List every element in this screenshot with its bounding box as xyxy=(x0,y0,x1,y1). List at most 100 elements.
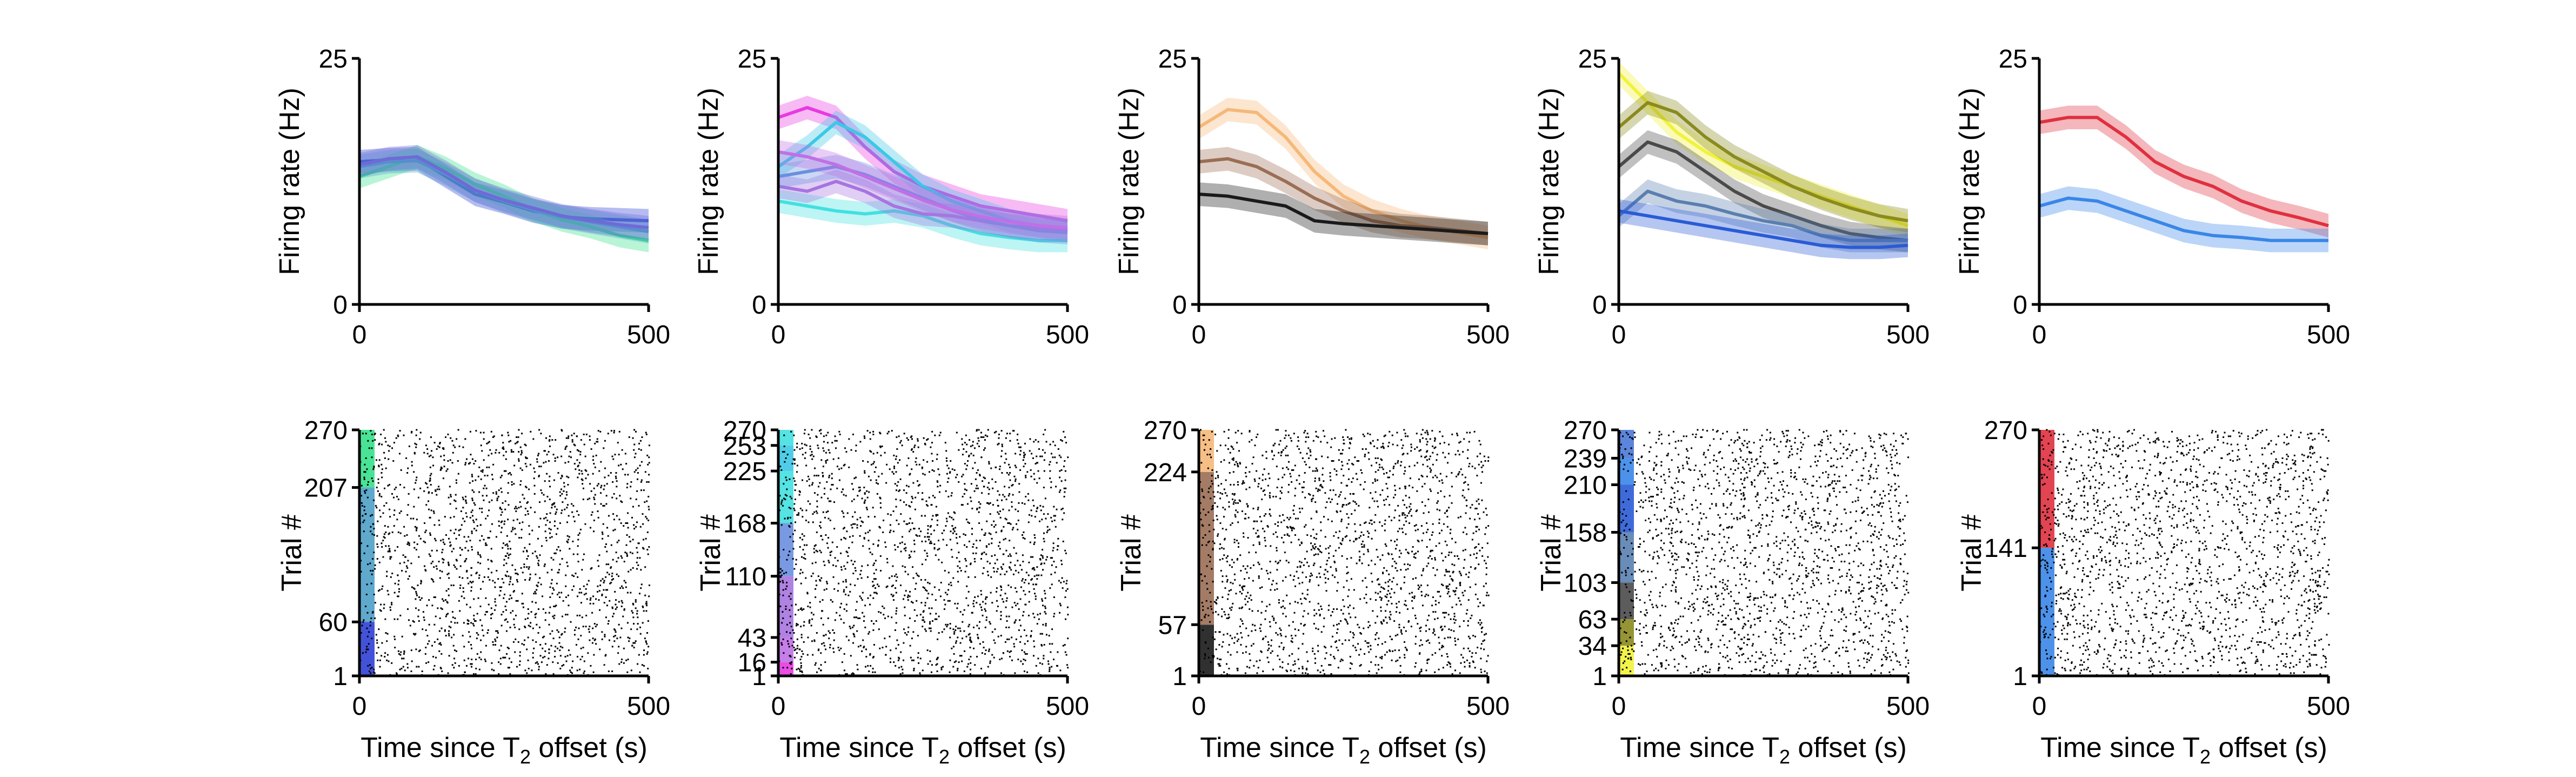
raster-1-spike xyxy=(632,642,635,644)
raster-1-spike xyxy=(468,623,470,625)
raster-2-spike xyxy=(805,444,807,447)
raster-1-spike xyxy=(528,613,530,615)
raster-1-spike xyxy=(571,441,573,443)
raster-2-spike xyxy=(851,541,853,543)
raster-2-spike xyxy=(924,515,926,517)
raster-1-spike xyxy=(391,603,393,606)
raster-1-spike xyxy=(539,517,542,520)
raster-2-spike xyxy=(1058,454,1060,456)
raster-1-spike xyxy=(495,493,497,495)
raster-2-spike xyxy=(997,504,999,507)
raster-1-spike xyxy=(570,671,572,673)
raster-3-spike xyxy=(1201,602,1203,604)
raster-3-spike xyxy=(1209,592,1211,594)
raster-1-spike xyxy=(381,468,383,470)
raster-1-spike xyxy=(460,510,462,513)
raster-2-spike xyxy=(812,614,815,616)
raster-1-spike xyxy=(449,541,451,543)
raster-1-spike xyxy=(408,544,410,546)
raster-1-spike xyxy=(642,606,644,608)
raster-1-spike xyxy=(458,529,460,532)
raster-2-spike xyxy=(1000,430,1003,432)
raster-3-spike xyxy=(1342,643,1344,645)
raster-2-spike xyxy=(1018,491,1020,493)
raster-3-spike xyxy=(1474,635,1476,637)
raster-1-spike xyxy=(496,497,498,500)
raster-2-spike xyxy=(900,651,902,653)
raster-3-spike xyxy=(1442,612,1444,614)
raster-2-spike xyxy=(933,543,936,545)
raster-3-spike xyxy=(1344,639,1346,641)
raster-2-spike xyxy=(1049,528,1051,530)
raster-2-spike xyxy=(1043,540,1045,542)
raster-2-spike xyxy=(994,628,996,630)
raster-2-spike xyxy=(946,626,948,628)
raster-2-x-axis-label-tail: offset (s) xyxy=(950,732,1066,763)
raster-1-spike xyxy=(361,542,363,544)
raster-2-spike xyxy=(848,547,850,549)
raster-3-spike xyxy=(1199,573,1202,575)
raster-1-spike xyxy=(578,514,580,516)
raster-1-spike xyxy=(392,496,395,499)
raster-3-spike xyxy=(1350,631,1352,633)
raster-2-spike xyxy=(1066,664,1068,666)
raster-1-spike xyxy=(572,540,574,542)
raster-1-spike xyxy=(389,516,391,518)
raster-1-spike xyxy=(370,430,372,432)
raster-1-spike xyxy=(464,438,466,440)
raster-2-spike xyxy=(808,620,810,622)
raster-2-spike xyxy=(922,626,924,628)
raster-1-spike xyxy=(524,626,526,628)
raster-1-spike xyxy=(568,605,570,607)
raster-1-spike xyxy=(590,665,592,667)
raster-2-spike xyxy=(1056,508,1058,510)
raster-2-spike xyxy=(804,553,806,555)
raster-2-spike xyxy=(1009,540,1011,542)
raster-2-spike xyxy=(793,649,796,652)
raster-2-spike xyxy=(843,669,845,672)
raster-1-spike xyxy=(432,561,434,563)
raster-1-spike xyxy=(463,646,465,648)
raster-2-spike xyxy=(1008,463,1010,466)
raster-2-spike xyxy=(980,557,982,560)
raster-2-spike xyxy=(956,537,958,539)
raster-1-spike xyxy=(633,429,636,431)
raster-2-spike xyxy=(843,608,845,610)
raster-2-spike xyxy=(784,461,786,463)
raster-1-spike xyxy=(496,630,498,632)
raster-2-spike xyxy=(865,507,867,509)
raster-1-spike xyxy=(507,667,509,669)
raster-2-spike xyxy=(1043,433,1045,435)
raster-3-spike xyxy=(1309,575,1311,577)
raster-2-spike xyxy=(1045,559,1047,561)
raster-3-spike xyxy=(1227,651,1229,653)
raster-1-spike xyxy=(454,622,456,624)
raster-1-spike xyxy=(429,555,431,557)
raster-3-spike xyxy=(1348,639,1350,641)
raster-1-spike xyxy=(535,613,537,615)
raster-1-spike xyxy=(569,654,571,656)
raster-1-spike xyxy=(478,577,480,579)
raster-3-spike xyxy=(1217,658,1219,660)
raster-2-spike xyxy=(815,596,817,599)
raster-3-spike xyxy=(1266,569,1268,572)
raster-2-spike xyxy=(1033,541,1036,543)
raster-2-spike xyxy=(807,605,809,607)
raster-2-spike xyxy=(1006,471,1008,474)
raster-2-spike xyxy=(993,639,995,641)
raster-2-spike xyxy=(925,540,927,542)
raster-3-spike xyxy=(1390,596,1392,599)
raster-3-spike xyxy=(1458,570,1460,573)
raster-1-spike xyxy=(377,490,379,492)
raster-2-spike xyxy=(801,650,803,652)
raster-2-spike xyxy=(1005,626,1007,628)
raster-3-spike xyxy=(1424,595,1426,597)
raster-2-spike xyxy=(1040,563,1042,566)
raster-3-spike xyxy=(1440,626,1443,628)
raster-1-spike xyxy=(445,534,448,536)
raster-2-spike xyxy=(889,661,891,663)
raster-3-spike xyxy=(1348,589,1350,591)
raster-1-spike xyxy=(546,519,549,521)
raster-2-spike xyxy=(909,590,911,593)
